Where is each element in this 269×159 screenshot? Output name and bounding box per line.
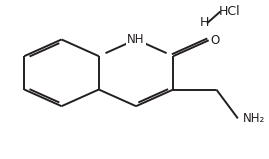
Text: HCl: HCl (219, 5, 241, 18)
Text: H: H (200, 16, 209, 29)
Text: O: O (211, 34, 220, 47)
Text: NH₂: NH₂ (243, 112, 265, 125)
Text: NH: NH (127, 33, 145, 46)
